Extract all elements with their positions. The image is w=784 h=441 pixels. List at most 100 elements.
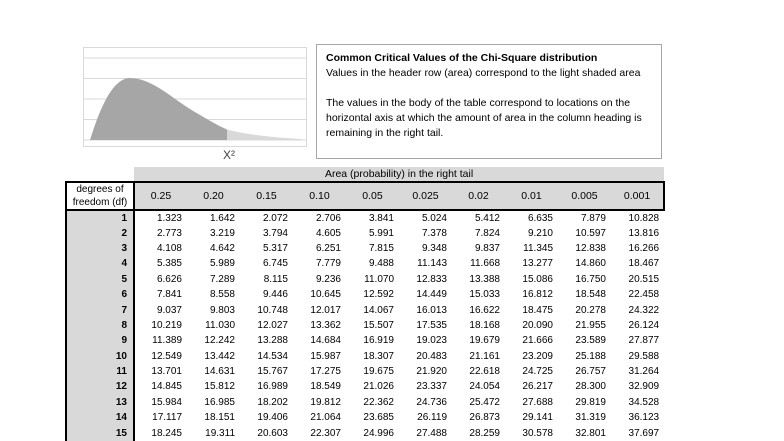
chi-square-critical-value: 19.812	[293, 394, 346, 411]
corner-spacer-cell	[66, 167, 134, 182]
chi-square-critical-value: 2.706	[293, 210, 346, 226]
chi-square-critical-value: 14.684	[293, 333, 346, 349]
chi-square-critical-value: 15.984	[134, 394, 187, 411]
chi-square-critical-value: 8.115	[240, 271, 293, 287]
df-value: 14	[65, 410, 135, 426]
chi-square-critical-value: 7.841	[134, 286, 187, 303]
distribution-curve-body	[90, 78, 227, 140]
chi-square-critical-value: 22.618	[452, 363, 505, 380]
table-row-df-6: 6 7.841 8.558 9.446 10.645 12.592 14.449 15.033…	[65, 286, 665, 303]
explanation-textbox: Common Critical Values of the Chi-Square…	[316, 44, 662, 159]
chi-square-critical-value: 25.188	[558, 348, 611, 364]
table-row-df-10: 10 12.549 13.442 14.534 15.987 18.307 20.483 21…	[65, 348, 665, 364]
chi-square-critical-value: 18.245	[134, 425, 187, 441]
chi-square-critical-value: 22.307	[293, 425, 346, 441]
df-value: 8	[65, 317, 135, 334]
chi-square-critical-value: 19.406	[240, 410, 293, 426]
chi-square-critical-value: 24.736	[399, 394, 452, 411]
chi-square-critical-value: 9.210	[505, 225, 558, 241]
df-value: 6	[65, 286, 135, 303]
chi-square-critical-value: 13.816	[611, 225, 665, 241]
df-value: 9	[65, 333, 135, 349]
chi-square-critical-values-table: Area (probability) in the right tail deg…	[65, 167, 666, 441]
column-header-0.20: 0.20	[187, 181, 240, 211]
chi-square-critical-value: 6.635	[505, 210, 558, 226]
chi-square-critical-value: 5.385	[134, 256, 187, 272]
chi-square-critical-value: 31.264	[611, 363, 665, 380]
chi-square-critical-value: 19.675	[346, 363, 399, 380]
chi-square-critical-value: 10.748	[240, 302, 293, 318]
textbox-blank-line	[326, 81, 652, 96]
chi-square-critical-value: 26.119	[399, 410, 452, 426]
chi-square-critical-value: 3.841	[346, 210, 399, 226]
chi-square-critical-value: 16.750	[558, 271, 611, 287]
chi-square-critical-value: 18.307	[346, 348, 399, 364]
chi-square-critical-value: 26.217	[505, 379, 558, 395]
area-header-cell: Area (probability) in the right tail	[134, 167, 665, 182]
critical-values-table: Area (probability) in the right tail deg…	[65, 167, 666, 441]
chi-square-critical-value: 11.345	[505, 240, 558, 257]
chart-plot-area	[84, 57, 306, 141]
chi-square-critical-value: 12.017	[293, 302, 346, 318]
df-value: 12	[65, 379, 135, 395]
chi-square-critical-value: 15.086	[505, 271, 558, 287]
table-row-df-2: 2 2.773 3.219 3.794 4.605 5.991 7.378 7.824 9.21…	[65, 225, 665, 241]
table-row-df-4: 4 5.385 5.989 6.745 7.779 9.488 11.143 11.668 13…	[65, 256, 665, 272]
df-value: 13	[65, 394, 135, 411]
df-value: 2	[65, 225, 135, 241]
df-value: 5	[65, 271, 135, 287]
column-header-0.025: 0.025	[399, 181, 452, 211]
chi-square-critical-value: 19.679	[452, 333, 505, 349]
textbox-paragraph-line-2: horizontal axis at which the amount of a…	[326, 112, 642, 124]
column-header-0.001: 0.001	[611, 181, 666, 211]
chi-square-critical-value: 3.219	[187, 225, 240, 241]
chi-square-critical-value: 7.879	[558, 210, 611, 226]
chi-square-critical-value: 15.812	[187, 379, 240, 395]
df-header-cell: degrees of freedom (df)	[65, 181, 135, 211]
chi-square-critical-value: 27.488	[399, 425, 452, 441]
chi-square-critical-value: 17.117	[134, 410, 187, 426]
chart-x-axis-label: Χ²	[223, 148, 235, 162]
chi-square-critical-value: 6.626	[134, 271, 187, 287]
chi-square-critical-value: 14.845	[134, 379, 187, 395]
table-row-df-13: 13 15.984 16.985 18.202 19.812 22.362 24.736 25…	[65, 394, 665, 411]
chi-square-critical-value: 22.362	[346, 394, 399, 411]
chi-square-critical-value: 32.801	[558, 425, 611, 441]
chi-square-critical-value: 7.289	[187, 271, 240, 287]
chi-square-critical-value: 18.549	[293, 379, 346, 395]
chi-square-critical-value: 16.013	[399, 302, 452, 318]
chi-square-critical-value: 1.642	[187, 210, 240, 226]
chi-square-critical-value: 20.515	[611, 271, 665, 287]
chi-square-critical-value: 16.812	[505, 286, 558, 303]
chi-square-critical-value: 10.828	[611, 210, 665, 226]
df-value: 15	[65, 425, 135, 441]
chi-square-critical-value: 21.026	[346, 379, 399, 395]
chi-square-critical-value: 21.666	[505, 333, 558, 349]
column-header-0.10: 0.10	[293, 181, 346, 211]
chi-square-critical-value: 28.300	[558, 379, 611, 395]
chi-square-critical-value: 24.996	[346, 425, 399, 441]
chi-square-critical-value: 5.989	[187, 256, 240, 272]
chi-square-critical-value: 34.528	[611, 394, 665, 411]
chi-square-critical-value: 26.873	[452, 410, 505, 426]
chi-square-critical-value: 16.919	[346, 333, 399, 349]
chi-square-critical-value: 4.108	[134, 240, 187, 257]
textbox-title: Common Critical Values of the Chi-Square…	[326, 52, 598, 64]
chi-square-critical-value: 20.090	[505, 317, 558, 334]
table-row-df-11: 11 13.701 14.631 15.767 17.275 19.675 21.920 22…	[65, 363, 665, 380]
chi-square-critical-value: 18.467	[611, 256, 665, 272]
chi-square-critical-value: 6.745	[240, 256, 293, 272]
chi-square-critical-value: 36.123	[611, 410, 665, 426]
chi-square-critical-value: 23.685	[346, 410, 399, 426]
chi-square-critical-value: 30.578	[505, 425, 558, 441]
textbox-subtitle: Values in the header row (area) correspo…	[326, 67, 641, 79]
chi-square-critical-value: 14.860	[558, 256, 611, 272]
chi-square-critical-value: 21.920	[399, 363, 452, 380]
chi-square-critical-value: 37.697	[611, 425, 665, 441]
chi-square-critical-value: 10.597	[558, 225, 611, 241]
chi-square-critical-value: 18.548	[558, 286, 611, 303]
df-header-line-2: freedom (df)	[72, 197, 128, 208]
chi-square-critical-value: 16.985	[187, 394, 240, 411]
chi-square-critical-value: 12.242	[187, 333, 240, 349]
